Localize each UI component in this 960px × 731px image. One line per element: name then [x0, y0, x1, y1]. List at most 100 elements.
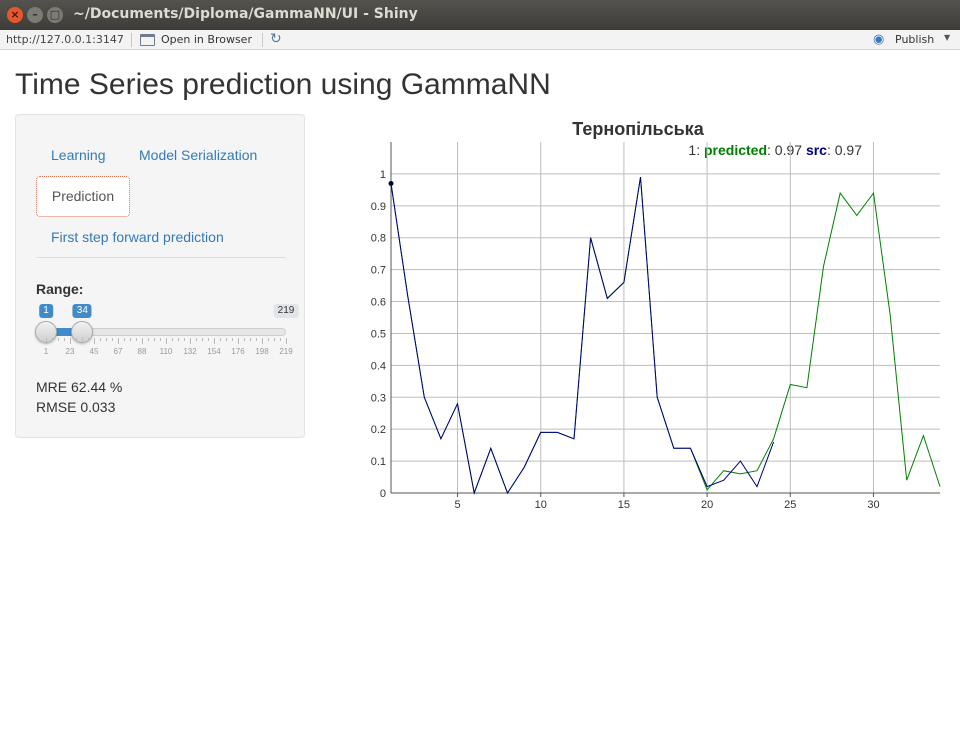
slider-minor-tick [256, 338, 257, 341]
slider-tick [166, 338, 167, 344]
slider-tick [142, 338, 143, 344]
legend-src-label: src [806, 142, 827, 158]
slider-tick-label: 198 [255, 347, 269, 356]
x-tick-label: 5 [454, 499, 460, 511]
slider-minor-tick [250, 338, 251, 341]
slider-tick [118, 338, 119, 344]
slider-tick [262, 338, 263, 344]
toolbar-separator [131, 33, 132, 47]
slider-tick-label: 176 [231, 347, 245, 356]
slider-minor-tick [154, 338, 155, 341]
y-tick-label: 0.4 [371, 360, 386, 372]
slider-minor-tick [196, 338, 197, 341]
slider-minor-tick [274, 338, 275, 341]
page-title: Time Series prediction using GammaNN [15, 68, 551, 101]
x-tick-label: 10 [535, 499, 547, 511]
slider-minor-tick [58, 338, 59, 341]
y-tick-label: 0 [380, 488, 386, 500]
viewer-toolbar: http://127.0.0.1:3147 Open in Browser ↻ … [0, 30, 960, 50]
slider-minor-tick [178, 338, 179, 341]
slider-tick-label: 219 [279, 347, 293, 356]
legend-predicted-value: 0.97 [775, 142, 802, 158]
range-max-label: 219 [273, 304, 299, 318]
window-minimize-icon[interactable]: – [27, 7, 43, 23]
slider-minor-tick [76, 338, 77, 341]
tab-prediction[interactable]: Prediction [36, 176, 130, 217]
slider-tick-label: 1 [43, 347, 49, 356]
slider-minor-tick [184, 338, 185, 341]
browser-window-icon[interactable] [140, 34, 155, 46]
legend-predicted-label: predicted [704, 142, 767, 158]
prediction-chart: Тернопільська 1: predicted: 0.97 src: 0.… [371, 119, 941, 511]
tab-first-step-forward-prediction[interactable]: First step forward prediction [51, 229, 224, 245]
y-tick-label: 0.5 [371, 328, 386, 340]
range-to-handle[interactable] [71, 321, 94, 343]
open-in-browser-button[interactable]: Open in Browser [161, 33, 252, 46]
legend-colon: : [696, 142, 704, 158]
slider-tick-label: 88 [137, 347, 147, 356]
range-slider-bar[interactable] [46, 328, 83, 336]
slider-tick [286, 338, 287, 344]
window-maximize-icon[interactable]: □ [47, 7, 63, 23]
tab-learning[interactable]: Learning [51, 147, 106, 163]
slider-minor-tick [112, 338, 113, 341]
publish-icon[interactable]: ◉ [873, 32, 885, 47]
window-title: ~/Documents/Diploma/GammaNN/UI - Shiny [73, 6, 418, 22]
chart-axes: 00.10.20.30.40.50.60.70.80.915 10 15 20 25 30 [371, 142, 940, 511]
slider-minor-tick [172, 338, 173, 341]
slider-minor-tick [220, 338, 221, 341]
slider-tick-label: 154 [207, 347, 221, 356]
slider-minor-tick [52, 338, 53, 341]
slider-tick [190, 338, 191, 344]
slider-minor-tick [136, 338, 137, 341]
series-line-src [390, 177, 775, 495]
mre-value: MRE 62.44 % [36, 379, 123, 395]
range-from-label: 1 [39, 304, 53, 318]
hover-point-marker [388, 180, 394, 186]
slider-tick-label: 45 [89, 347, 99, 356]
y-tick-label: 0.6 [371, 297, 386, 309]
nav-divider [36, 257, 286, 258]
y-tick-label: 0.2 [371, 424, 386, 436]
legend-colon: : [827, 142, 835, 158]
chevron-down-icon[interactable]: ▼ [944, 33, 951, 42]
publish-button[interactable]: Publish [895, 33, 935, 46]
chart-series [388, 177, 941, 495]
window-titlebar: × – □ ~/Documents/Diploma/GammaNN/UI - S… [0, 0, 960, 30]
y-tick-label: 0.7 [371, 265, 386, 277]
slider-minor-tick [202, 338, 203, 341]
y-tick-label: 0.3 [371, 392, 386, 404]
slider-tick [94, 338, 95, 344]
series-line-predicted [390, 177, 941, 495]
slider-tick [214, 338, 215, 344]
slider-minor-tick [208, 338, 209, 341]
x-tick-label: 30 [867, 499, 879, 511]
x-tick-label: 15 [618, 499, 630, 511]
range-label: Range: [36, 281, 84, 297]
y-tick-label: 0.1 [371, 456, 386, 468]
window-close-icon[interactable]: × [7, 7, 23, 23]
slider-tick-label: 23 [65, 347, 75, 356]
slider-tick-label: 110 [159, 347, 173, 356]
refresh-icon[interactable]: ↻ [270, 31, 282, 47]
slider-minor-tick [64, 338, 65, 341]
slider-tick-label: 67 [113, 347, 123, 356]
slider-minor-tick [244, 338, 245, 341]
range-to-label: 34 [72, 304, 92, 318]
y-tick-label: 1 [380, 169, 386, 181]
slider-minor-tick [148, 338, 149, 341]
x-tick-label: 25 [784, 499, 796, 511]
slider-minor-tick [160, 338, 161, 341]
slider-minor-tick [100, 338, 101, 341]
slider-minor-tick [106, 338, 107, 341]
rmse-value: RMSE 0.033 [36, 399, 116, 415]
slider-minor-tick [88, 338, 89, 341]
slider-minor-tick [232, 338, 233, 341]
sidebar-panel: Learning Model Serialization Prediction … [15, 114, 305, 438]
y-tick-label: 0.8 [371, 233, 386, 245]
legend-src-value: 0.97 [835, 142, 862, 158]
slider-minor-tick [280, 338, 281, 341]
tab-model-serialization[interactable]: Model Serialization [139, 147, 258, 163]
slider-minor-tick [124, 338, 125, 341]
slider-minor-tick [82, 338, 83, 341]
